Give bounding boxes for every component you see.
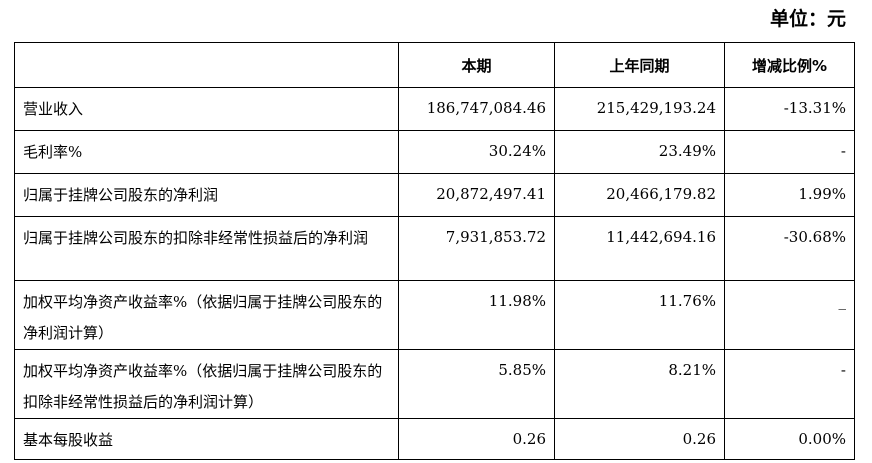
change-value: -30.68%: [724, 216, 855, 281]
current-value: 7,931,853.72: [398, 216, 555, 281]
header-prior: 上年同期: [554, 42, 725, 88]
table-row: 加权平均净资产收益率%（依据归属于挂牌公司股东的扣除非经常性损益后的净利润计算）…: [14, 349, 855, 419]
table-row: 归属于挂牌公司股东的扣除非经常性损益后的净利润 7,931,853.72 11,44…: [14, 216, 855, 281]
change-value: 0.00%: [724, 418, 855, 460]
row-label: 归属于挂牌公司股东的净利润: [14, 173, 399, 217]
prior-value: 20,466,179.82: [554, 173, 725, 217]
prior-value: 23.49%: [554, 130, 725, 174]
row-label: 营业收入: [14, 87, 399, 131]
table-row: 加权平均净资产收益率%（依据归属于挂牌公司股东的净利润计算） 11.98% 11.7…: [14, 280, 855, 350]
table-row: 营业收入 186,747,084.46 215,429,193.24 -13.31%: [14, 87, 855, 131]
current-value: 30.24%: [398, 130, 555, 174]
table-header-row: 本期 上年同期 增减比例%: [14, 42, 855, 88]
header-current: 本期: [398, 42, 555, 88]
change-value: -: [724, 349, 855, 419]
table-row: 基本每股收益 0.26 0.26 0.00%: [14, 418, 855, 460]
row-label: 归属于挂牌公司股东的扣除非经常性损益后的净利润: [14, 216, 399, 281]
table-row: 归属于挂牌公司股东的净利润 20,872,497.41 20,466,179.82 1…: [14, 173, 855, 217]
row-label: 基本每股收益: [14, 418, 399, 460]
row-label: 加权平均净资产收益率%（依据归属于挂牌公司股东的扣除非经常性损益后的净利润计算）: [14, 349, 399, 419]
prior-value: 0.26: [554, 418, 725, 460]
unit-label: 单位：元: [769, 8, 846, 30]
header-change: 增减比例%: [724, 42, 855, 88]
current-value: 11.98%: [398, 280, 555, 350]
prior-value: 215,429,193.24: [554, 87, 725, 131]
current-value: 0.26: [398, 418, 555, 460]
prior-value: 11.76%: [554, 280, 725, 350]
prior-value: 11,442,694.16: [554, 216, 725, 281]
change-value: -: [724, 130, 855, 174]
financial-summary-table: 本期 上年同期 增减比例% 营业收入 186,747,084.46 215,429,…: [14, 42, 855, 460]
current-value: 5.85%: [398, 349, 555, 419]
header-item: [14, 42, 399, 88]
change-value: _: [724, 280, 855, 350]
row-label: 毛利率%: [14, 130, 399, 174]
current-value: 20,872,497.41: [398, 173, 555, 217]
change-value: -13.31%: [724, 87, 855, 131]
change-value: 1.99%: [724, 173, 855, 217]
table-row: 毛利率% 30.24% 23.49% -: [14, 130, 855, 174]
row-label: 加权平均净资产收益率%（依据归属于挂牌公司股东的净利润计算）: [14, 280, 399, 350]
current-value: 186,747,084.46: [398, 87, 555, 131]
prior-value: 8.21%: [554, 349, 725, 419]
